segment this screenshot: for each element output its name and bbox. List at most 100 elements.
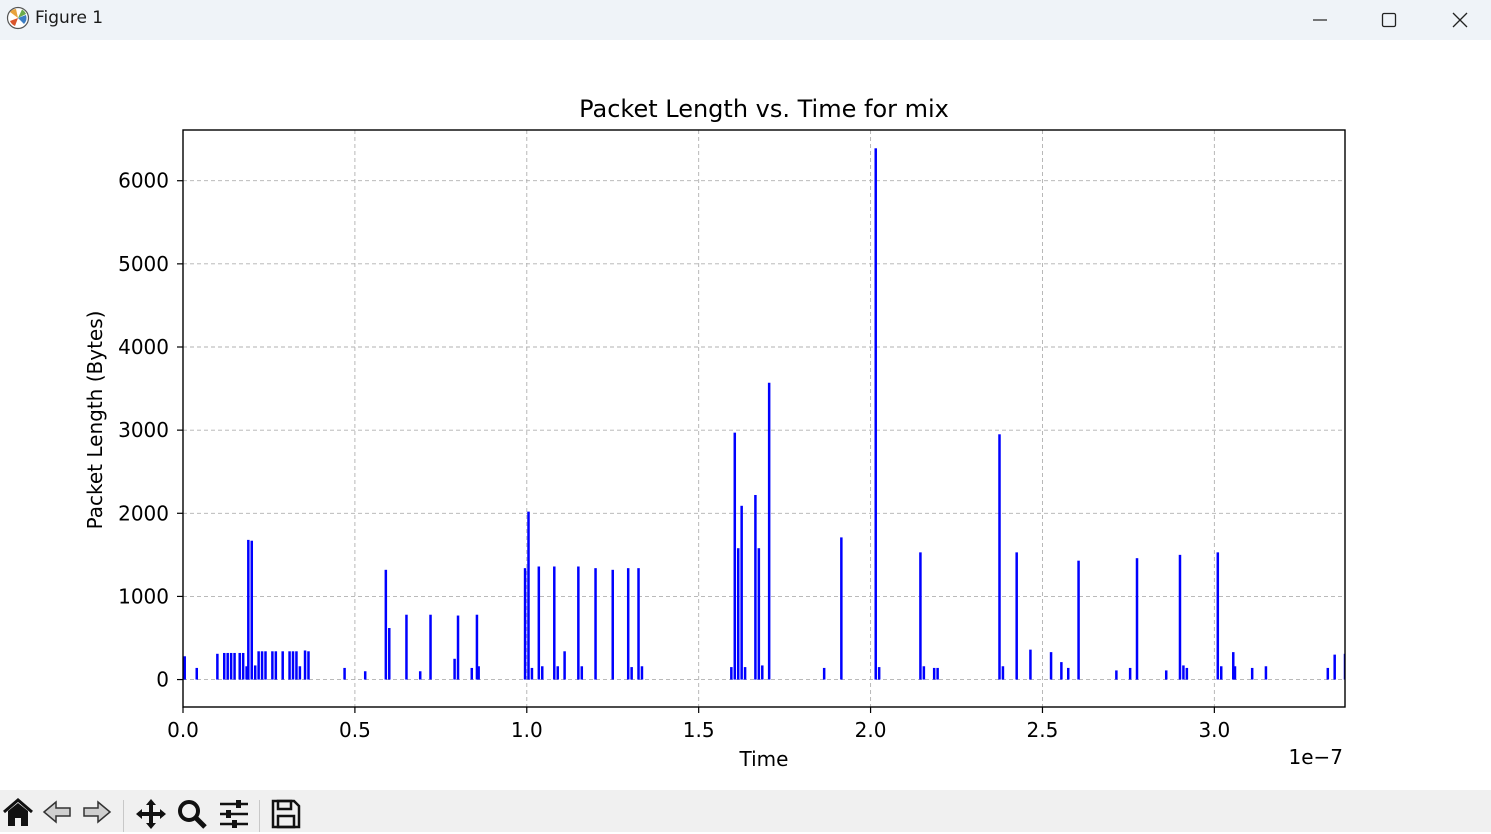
packet-bar <box>936 667 939 680</box>
packet-bar <box>291 651 295 680</box>
packet-bar <box>874 148 877 680</box>
forward-button[interactable] <box>78 798 114 832</box>
chart-title: Packet Length vs. Time for mix <box>579 95 949 123</box>
close-icon <box>1451 11 1469 29</box>
axes-frame <box>182 129 1346 708</box>
minimize-icon <box>1312 12 1328 28</box>
y-tick-label: 4000 <box>118 335 169 359</box>
packet-bar <box>1250 667 1254 680</box>
y-tick-label: 0 <box>156 668 169 692</box>
close-button[interactable] <box>1430 0 1490 40</box>
packet-bar <box>1185 667 1189 680</box>
packet-bar <box>1067 667 1070 680</box>
packet-bar <box>1216 552 1220 680</box>
packet-bar <box>767 382 771 680</box>
maximize-button[interactable] <box>1359 0 1419 40</box>
packet-bar <box>556 666 559 680</box>
y-tick-label: 6000 <box>118 169 169 193</box>
packet-bar <box>594 568 597 680</box>
bars-layer <box>183 148 1345 680</box>
packet-bar <box>1333 654 1336 680</box>
configure-subplots-icon <box>218 798 250 834</box>
packet-bar <box>456 615 460 680</box>
navigation-toolbar <box>0 790 1491 832</box>
packet-bar <box>919 552 922 680</box>
packet-bar <box>626 568 630 680</box>
packet-bar <box>363 671 367 680</box>
packet-bar <box>736 548 740 680</box>
packet-bar <box>541 666 544 680</box>
packet-bar <box>527 511 530 680</box>
zoom-icon <box>176 798 208 834</box>
back-button[interactable] <box>40 798 76 832</box>
x-axis-label: Time <box>739 747 789 771</box>
save-button[interactable] <box>268 798 304 832</box>
packet-bar <box>238 652 241 680</box>
x-tick-label: 0.0 <box>167 718 199 742</box>
x-tick-label: 1.0 <box>511 718 543 742</box>
maximize-icon <box>1381 12 1397 28</box>
packet-bar <box>1135 558 1139 680</box>
packet-bar <box>1233 666 1237 680</box>
packet-bar <box>580 666 584 680</box>
x-tick-label: 3.0 <box>1198 718 1230 742</box>
x-tick-label: 2.5 <box>1027 718 1059 742</box>
packet-bar <box>183 656 186 680</box>
packet-bar <box>475 614 479 680</box>
packet-bar <box>1115 670 1118 680</box>
y-tick-label: 1000 <box>118 584 169 608</box>
packet-bar <box>932 667 936 680</box>
packet-bar <box>1326 667 1330 680</box>
back-arrow-icon <box>42 798 74 830</box>
packet-bar <box>840 537 843 680</box>
packet-bar <box>1029 649 1032 680</box>
packet-bar <box>822 667 826 680</box>
packet-bar <box>1060 662 1063 680</box>
packet-bar <box>523 568 527 680</box>
packet-bar <box>553 566 556 680</box>
packet-bar <box>453 658 456 680</box>
packet-bar <box>1164 670 1168 680</box>
packet-bar <box>195 667 199 680</box>
packet-bar <box>1049 652 1053 680</box>
packet-bar <box>611 569 614 680</box>
packet-bar <box>226 652 229 680</box>
packet-bar <box>470 667 474 680</box>
configure-subplots-button[interactable] <box>216 798 252 832</box>
packet-bar <box>630 667 633 680</box>
figure-canvas[interactable]: 0.0 0.5 1.0 1.5 2.0 2.5 3.0 0 1000 2000 3000 4000 50… <box>0 40 1491 790</box>
home-button[interactable] <box>0 798 36 832</box>
packet-bar <box>477 666 480 680</box>
packet-bar <box>281 651 284 680</box>
packet-bar <box>757 548 761 680</box>
packet-bar <box>1128 667 1132 680</box>
window-titlebar: Figure 1 <box>0 0 1491 40</box>
packet-bar <box>998 434 1001 680</box>
packet-bar <box>1219 666 1223 680</box>
packet-bar <box>303 650 307 680</box>
packet-bar <box>271 651 274 680</box>
packet-bar <box>229 652 233 680</box>
packet-bar <box>1232 652 1235 680</box>
packet-bar <box>241 652 245 680</box>
ticks-layer: 0.0 0.5 1.0 1.5 2.0 2.5 3.0 0 1000 2000 3000 4000 50… <box>118 169 1230 742</box>
grid-layer <box>182 130 1345 707</box>
minimize-button[interactable] <box>1290 0 1350 40</box>
packet-bar <box>877 667 881 680</box>
packet-bar <box>1178 554 1182 680</box>
packet-bar <box>563 651 566 680</box>
y-tick-label: 5000 <box>118 252 169 276</box>
packet-bar <box>743 667 747 680</box>
packet-bar <box>253 665 257 680</box>
home-icon <box>2 798 34 830</box>
packet-bar <box>223 652 226 680</box>
packet-bar <box>260 651 264 680</box>
packet-bar <box>730 667 733 680</box>
packet-bar <box>429 614 432 680</box>
pan-button[interactable] <box>133 798 169 832</box>
zoom-button[interactable] <box>174 798 210 832</box>
packet-bar <box>216 653 219 680</box>
packet-bar <box>740 505 743 680</box>
packet-bar <box>1015 552 1018 680</box>
packet-bar <box>245 666 248 680</box>
